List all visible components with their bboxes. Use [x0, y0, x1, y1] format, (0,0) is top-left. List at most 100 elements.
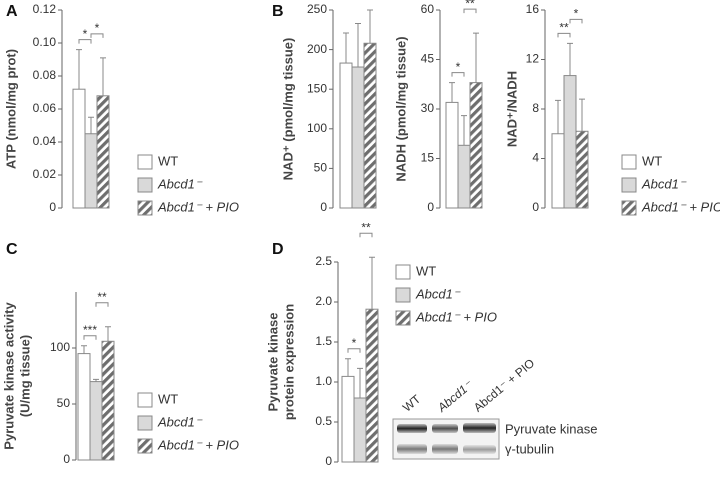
legend-label: WT	[158, 153, 178, 168]
legend-label: Abcd1⁻	[415, 286, 461, 301]
error-bar	[88, 116, 94, 134]
bar	[563, 75, 577, 209]
legend-swatch	[621, 177, 637, 193]
error-bar	[555, 99, 561, 134]
significance-label: **	[361, 220, 371, 234]
significance-bracket	[95, 302, 109, 307]
lane-label: Abcd1⁻ + PIO	[471, 356, 537, 415]
error-bar	[76, 49, 82, 90]
bar	[551, 133, 565, 209]
y-tick-label: 0.02	[33, 167, 57, 181]
y-axis-label: ATP (nmol/mg prot)	[3, 49, 18, 169]
significance-bracket	[90, 33, 104, 38]
y-tick-label: 0	[63, 452, 70, 466]
y-axis-label: NAD⁺/NADH	[504, 71, 519, 147]
y-tick-label: 4	[532, 151, 539, 165]
y-tick-label: 16	[526, 2, 540, 16]
error-bar	[461, 115, 467, 146]
error-bar	[81, 345, 87, 354]
legend-swatch	[395, 264, 411, 280]
y-tick-label: 0	[532, 200, 539, 214]
bar	[363, 42, 377, 209]
legend-swatch	[137, 392, 153, 408]
y-tick-label: 0	[325, 454, 332, 468]
bar	[353, 397, 367, 463]
legend-swatch	[137, 438, 153, 454]
panel-letter: B	[272, 3, 284, 20]
blot-band	[432, 424, 458, 433]
y-tick-label: 0	[49, 200, 56, 214]
error-bar	[100, 57, 106, 96]
y-tick-label: 50	[314, 161, 328, 175]
significance-label: ***	[83, 323, 97, 337]
legend-label: WT	[158, 391, 178, 406]
blot-band	[463, 445, 496, 454]
error-bar	[105, 326, 111, 342]
error-bar	[355, 22, 361, 68]
significance-label: **	[465, 0, 475, 10]
error-bar	[473, 32, 479, 83]
western-blot: WT Abcd1⁻ Abcd1⁻ + PIO Pyruvate kinase γ…	[392, 356, 598, 460]
y-tick-label: 150	[307, 81, 327, 95]
y-tick-label: 0.12	[33, 2, 57, 16]
bar	[457, 144, 471, 209]
legend-swatch	[395, 287, 411, 303]
significance-label: *	[574, 7, 579, 21]
significance-label: *	[352, 336, 357, 350]
significance-label: *	[83, 27, 88, 41]
error-bar	[579, 98, 585, 132]
lane-label: Abcd1⁻	[434, 377, 476, 415]
y-tick-label: 30	[421, 101, 435, 115]
panel-letter: C	[6, 241, 18, 258]
y-tick-label: 200	[307, 42, 327, 56]
blot-band	[397, 424, 427, 433]
y-tick-label: 2.0	[315, 294, 332, 308]
y-tick-label: 60	[421, 2, 435, 16]
y-tick-label: 250	[307, 2, 327, 16]
bar	[351, 66, 365, 209]
y-tick-label: 45	[421, 52, 435, 66]
blot-band	[463, 423, 496, 433]
significance-bracket	[451, 72, 465, 77]
error-bar	[357, 367, 363, 398]
bar	[341, 375, 355, 463]
significance-label: **	[97, 290, 107, 304]
panel-letter: D	[272, 241, 284, 258]
legend-label: Abcd1⁻	[641, 176, 687, 191]
error-bar	[367, 9, 373, 44]
error-bar	[369, 256, 375, 310]
lane-label: WT	[400, 392, 424, 415]
significance-label: **	[559, 21, 569, 35]
y-tick-label: 12	[526, 52, 540, 66]
y-tick-label: 0	[427, 200, 434, 214]
blot-band	[432, 444, 458, 454]
legend-label: WT	[416, 263, 436, 278]
legend-label: Abcd1⁻	[157, 176, 203, 191]
y-tick-label: 0.10	[33, 35, 57, 49]
y-tick-label: 1.5	[315, 334, 332, 348]
row-label: Pyruvate kinase	[505, 421, 598, 436]
bar	[96, 95, 110, 209]
error-bar	[345, 358, 351, 377]
y-tick-label: 0.08	[33, 68, 57, 82]
legend-label: Abcd1⁻ + PIO	[157, 199, 239, 214]
legend-label: WT	[642, 153, 662, 168]
bar	[84, 133, 98, 209]
y-axis-label: NAD⁺ (pmol/mg tissue)	[280, 38, 295, 181]
y-tick-label: 0.06	[33, 101, 57, 115]
bar	[101, 340, 115, 461]
bar	[77, 353, 91, 461]
error-bar	[343, 32, 349, 64]
legend-swatch	[137, 154, 153, 170]
y-tick-label: 100	[307, 121, 327, 135]
legend-swatch	[137, 415, 153, 431]
y-tick-label: 15	[421, 151, 435, 165]
y-tick-label: 0.5	[315, 414, 332, 428]
y-tick-label: 0	[320, 200, 327, 214]
y-axis-label: Pyruvate kinase activity	[1, 302, 16, 450]
row-label: γ-tubulin	[505, 441, 554, 456]
bar	[89, 381, 103, 461]
y-tick-label: 1.0	[315, 374, 332, 388]
error-bar	[93, 378, 99, 382]
bar	[339, 62, 353, 209]
